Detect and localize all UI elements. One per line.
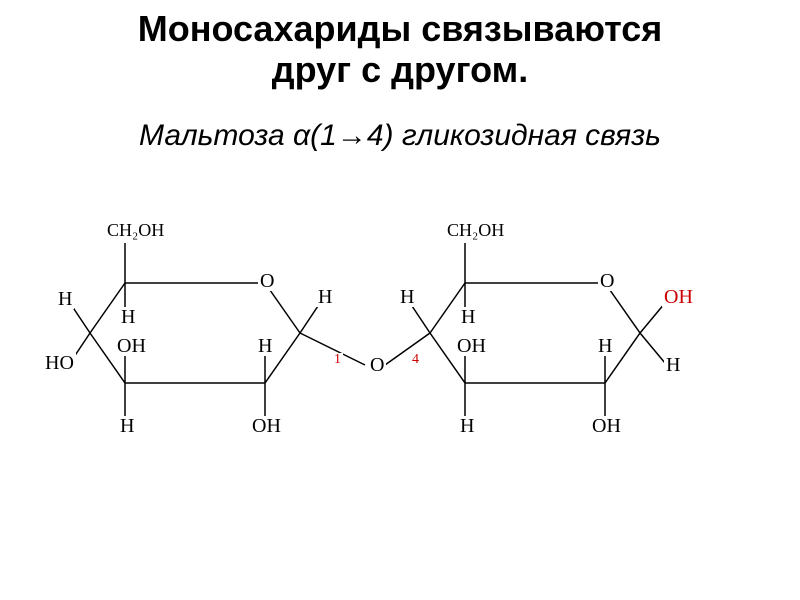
structure-svg <box>40 203 760 463</box>
ring1-H-bottom-left: H <box>118 416 136 436</box>
slide-subtitle: Мальтоза α(1→4) гликозидная связь <box>0 119 800 153</box>
title-line-1: Моносахариды связываются <box>138 8 663 49</box>
title-line-2: друг с другом. <box>272 49 528 90</box>
ring2-OH-bottom-right: OH <box>590 416 623 436</box>
ring1-O: O <box>258 271 276 291</box>
ring2-H-bottom-left: H <box>458 416 476 436</box>
ring1-H-c2: H <box>256 336 274 356</box>
ring1-HO: HO <box>43 353 76 373</box>
ring2-carbon4: 4 <box>410 353 421 367</box>
ring2-H-c4: H <box>398 287 416 307</box>
ring1-carbon1: 1 <box>332 353 343 367</box>
maltose-diagram: CH₂OH O H H OH H HO H OH H 1 O 4 CH₂OH O… <box>40 203 760 463</box>
bridge-O: O <box>368 355 386 375</box>
ring2-H-c2: H <box>596 336 614 356</box>
slide-title: Моносахариды связываются друг с другом. <box>0 0 800 91</box>
ring2-ch2oh: CH₂OH <box>445 221 506 239</box>
ring1-OH-bottom-right: OH <box>250 416 283 436</box>
ring2-O: O <box>598 271 616 291</box>
ring2-H-inner-c5: H <box>459 307 477 327</box>
ring2-OH-c1: OH <box>662 287 695 307</box>
ring1-OH-c3: OH <box>115 336 148 356</box>
ring2-H-c1: H <box>664 355 682 375</box>
ring1-ch2oh: CH₂OH <box>105 221 166 239</box>
ring1-H-inner-c5: H <box>119 307 137 327</box>
ring1-H-top-left: H <box>56 289 74 309</box>
ring1-H-c1: H <box>316 287 334 307</box>
ring2-OH-c3: OH <box>455 336 488 356</box>
